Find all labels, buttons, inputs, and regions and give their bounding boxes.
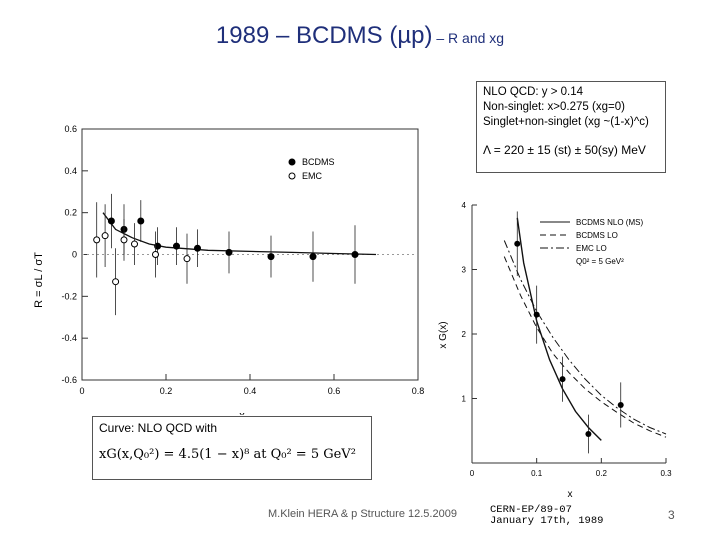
- nlo-line-1: NLO QCD: y > 0.14: [483, 86, 584, 98]
- xg-legend-label: Q0² = 5 GeV²: [576, 257, 624, 266]
- r-ytick-label: -0.6: [61, 375, 77, 385]
- slide-title-sub: – R and xg: [432, 30, 505, 46]
- xg-ytick-label: 4: [462, 201, 467, 210]
- xg-point: [514, 240, 521, 247]
- xg-chart: 1 2 3 4 0 0.1 0.2 0.3 BCDMS NLO (MS) BCDMS LO EMC …: [438, 201, 673, 500]
- r-chart-marks: [93, 193, 377, 316]
- xg-curve-solid: [516, 217, 602, 441]
- xg-xtick-label: 0.2: [596, 469, 608, 478]
- xg-point: [585, 430, 592, 437]
- r-legend-label: BCDMS: [302, 157, 335, 167]
- r-legend-marker: [288, 172, 296, 180]
- r-point-emc: [101, 232, 109, 240]
- xg-curve-dashdot: [503, 240, 667, 435]
- r-ytick-label: 0.6: [64, 124, 77, 134]
- r-point-emc: [112, 278, 120, 286]
- xg-xtick-label: 0: [470, 469, 475, 478]
- xg-point: [617, 401, 624, 408]
- xg-ytick-label: 3: [462, 266, 467, 275]
- r-legend-label: EMC: [302, 171, 323, 181]
- r-ytick-label: -0.2: [61, 291, 77, 301]
- r-point-bcdms: [225, 248, 233, 256]
- r-point-emc: [131, 240, 138, 248]
- r-legend-marker: [288, 158, 296, 166]
- r-chart-axes: 0.60.40.20-0.2-0.4-0.60 0.2 0.4 0.6 0.8BCDMS…: [61, 124, 424, 396]
- r-xtick-label: 0.8: [412, 386, 425, 396]
- xg-point: [533, 311, 540, 318]
- r-point-emc: [93, 236, 101, 244]
- cern-ref-line-2: January 17th, 1989: [490, 515, 604, 527]
- r-qcd-curve: [102, 212, 377, 256]
- r-chart: 0.60.40.20-0.2-0.4-0.60 0.2 0.4 0.6 0.8BCDMS…: [33, 124, 424, 415]
- curve-label: Curve: NLO QCD with: [99, 421, 218, 435]
- r-point-bcdms: [309, 253, 317, 261]
- nlo-lambda: Λ = 220 ± 15 (st) ± 50(sy) MeV: [483, 143, 646, 157]
- r-ytick-label: 0: [72, 250, 77, 260]
- curve-formula: xG(x,Q₀²) = 4.5(1 − x)⁸ at Q₀² = 5 GeV²: [99, 447, 356, 462]
- cern-ref-line-1: CERN-EP/89-07: [490, 504, 572, 516]
- r-point-emc: [183, 255, 191, 263]
- r-chart-xlabel: x: [239, 410, 245, 415]
- xg-legend-label: BCDMS NLO (MS): [576, 218, 643, 227]
- cern-reference: CERN-EP/89-07 January 17th, 1989: [490, 505, 603, 527]
- r-point-bcdms: [154, 242, 162, 250]
- xg-chart-xlabel: x: [568, 489, 573, 500]
- r-ytick-label: 0.2: [64, 208, 77, 218]
- r-chart-ylabel: R = σL / σT: [33, 252, 45, 308]
- r-xtick-label: 0.6: [328, 386, 341, 396]
- curve-info-box: Curve: NLO QCD with xG(x,Q₀²) = 4.5(1 − …: [92, 416, 372, 480]
- r-point-bcdms: [173, 242, 180, 250]
- r-xtick-label: 0.2: [160, 386, 173, 396]
- r-ytick-label: -0.4: [61, 333, 77, 343]
- xg-xtick-label: 0.1: [531, 469, 543, 478]
- xg-xtick-label: 0.3: [660, 469, 672, 478]
- r-point-emc: [120, 236, 128, 244]
- r-point-bcdms: [194, 244, 201, 252]
- xg-legend-label: EMC LO: [576, 244, 607, 253]
- nlo-info-box: NLO QCD: y > 0.14 Non-singlet: x>0.275 (…: [476, 81, 666, 173]
- r-point-emc: [152, 251, 159, 258]
- r-point-bcdms: [267, 253, 275, 261]
- r-xtick-label: 0: [79, 386, 84, 396]
- xg-legend-label: BCDMS LO: [576, 231, 618, 240]
- footer-text: M.Klein HERA & p Structure 12.5.2009: [268, 508, 457, 520]
- page-number: 3: [668, 508, 675, 522]
- slide-title: 1989 – BCDMS (µp) – R and xg: [0, 22, 720, 50]
- xg-ytick-label: 1: [462, 395, 467, 404]
- r-xtick-label: 0.4: [244, 386, 257, 396]
- r-point-bcdms: [137, 217, 145, 225]
- xg-ytick-label: 2: [462, 330, 467, 339]
- xg-curve-dashed: [503, 256, 667, 438]
- xg-point: [559, 376, 566, 383]
- xg-chart-axes: 1 2 3 4 0 0.1 0.2 0.3 BCDMS NLO (MS) BCDMS LO EMC …: [462, 201, 673, 478]
- nlo-line-3: Singlet+non-singlet (xg ~(1-x)^c): [483, 116, 649, 128]
- slide-title-main: 1989 – BCDMS (µp): [215, 22, 433, 49]
- xg-chart-marks: [503, 211, 667, 454]
- nlo-line-2: Non-singlet: x>0.275 (xg=0): [483, 101, 625, 113]
- r-point-bcdms: [351, 251, 359, 258]
- xg-chart-ylabel: x G(x): [438, 321, 449, 348]
- r-point-bcdms: [107, 217, 115, 225]
- r-ytick-label: 0.4: [64, 166, 77, 176]
